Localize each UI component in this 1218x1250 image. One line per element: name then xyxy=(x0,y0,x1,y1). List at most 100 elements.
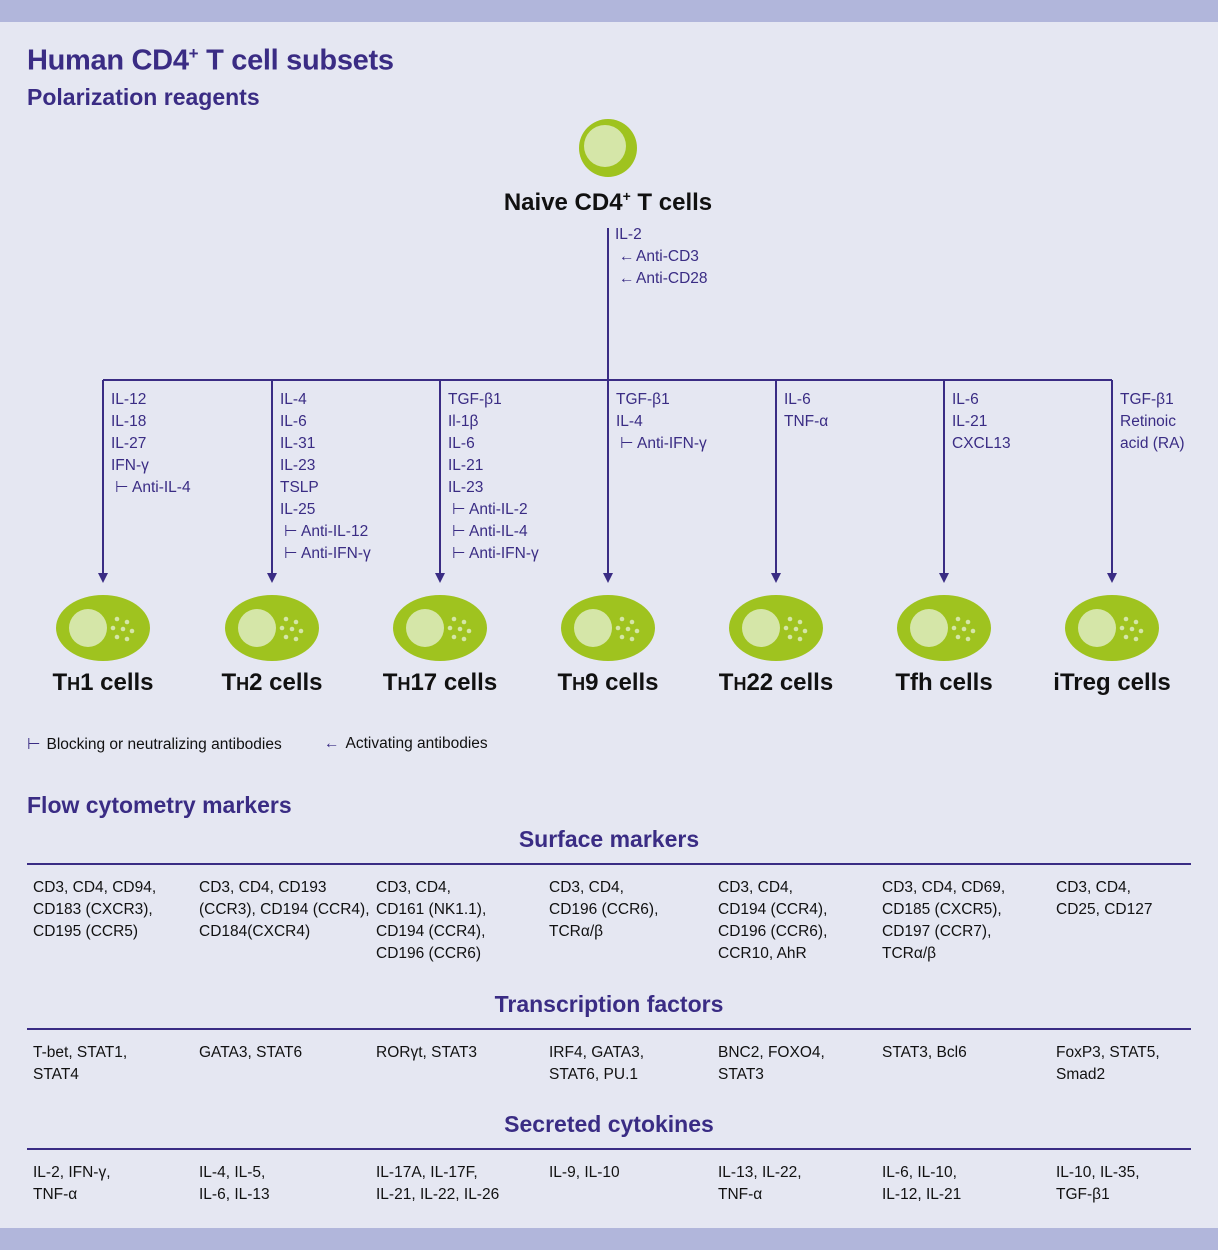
reagent-item: IL-6 xyxy=(952,389,1011,411)
reagent-item: ⊢ Anti-IFN-γ xyxy=(448,543,539,565)
marker-line: IL-9, IL-10 xyxy=(549,1164,620,1181)
surface-marker-cell: CD3, CD4, CD94, CD183 (CXCR3), CD195 (CCR5… xyxy=(33,877,156,943)
reagent-text: IL-6 xyxy=(784,391,811,408)
subset-cell-icon xyxy=(393,595,487,661)
subset-label: TH9 cells xyxy=(557,669,659,696)
reagent-item: ←Anti-CD28 xyxy=(615,268,708,290)
reagent-text: TSLP xyxy=(280,479,319,496)
marker-line: CD194 (CCR4), xyxy=(718,901,828,918)
cytokine-cell: IL-2, IFN-γ, TNF-α xyxy=(33,1162,111,1206)
reagent-item: IL-4 xyxy=(280,389,371,411)
subset-label: Tfh cells xyxy=(895,669,993,696)
subset-label: TH2 cells xyxy=(221,669,323,696)
surface-marker-cell: CD3, CD4, CD193 (CCR3), CD194 (CCR4), CD18… xyxy=(199,877,370,943)
marker-line: IRF4, GATA3, xyxy=(549,1044,645,1061)
reagent-text: CXCL13 xyxy=(952,435,1011,452)
reagent-text: IL-6 xyxy=(448,435,475,452)
subset-reagent-list: IL-6 IL-21 CXCL13 xyxy=(952,389,1011,455)
reagent-item: ⊢ Anti-IL-12 xyxy=(280,521,371,543)
marker-line: CD197 (CCR7), xyxy=(882,923,992,940)
reagent-text: Anti-CD28 xyxy=(636,270,708,287)
blocking-icon: ⊢ xyxy=(452,523,466,540)
marker-line: TGF-β1 xyxy=(1056,1186,1110,1203)
reagent-item: ←Anti-CD3 xyxy=(615,246,708,268)
subset-label: TH1 cells xyxy=(52,669,154,696)
subset-cell-icon xyxy=(225,595,319,661)
reagent-text: IL-2 xyxy=(615,226,642,243)
blocking-icon: ⊢ xyxy=(284,545,298,562)
flow-cytometry-title: Flow cytometry markers xyxy=(27,792,292,818)
marker-line: CD161 (NK1.1), xyxy=(376,901,487,918)
surface-marker-cell: CD3, CD4, CD196 (CCR6), TCRα/β xyxy=(549,877,658,943)
cytokine-cell: IL-4, IL-5, IL-6, IL-13 xyxy=(199,1162,270,1206)
marker-line: (CCR3), CD194 (CCR4), xyxy=(199,901,370,918)
polarization-diagram xyxy=(56,119,1159,661)
surface-marker-cell: CD3, CD4, CD69, CD185 (CXCR5), CD197 (CCR7… xyxy=(882,877,1005,965)
legend-blocking: ⊢ Blocking or neutralizing antibodies xyxy=(27,736,282,753)
reagent-item: TGF-β1 xyxy=(448,389,539,411)
marker-line: BNC2, FOXO4, xyxy=(718,1044,825,1061)
reagent-item: ⊢ Anti-IFN-γ xyxy=(280,543,371,565)
reagent-text: Anti-IFN-γ xyxy=(469,545,539,562)
marker-line: CCR10, AhR xyxy=(718,945,807,962)
marker-line: IL-17A, IL-17F, xyxy=(376,1164,478,1181)
subset-reagent-list: TGF-β1 IL-4 ⊢ Anti-IFN-γ xyxy=(616,389,707,455)
reagent-item: TSLP xyxy=(280,477,371,499)
reagent-item: acid (RA) xyxy=(1120,433,1185,455)
marker-line: TCRα/β xyxy=(882,945,937,962)
marker-line: CD3, CD4, xyxy=(718,879,793,896)
reagent-item: IL-21 xyxy=(952,411,1011,433)
reagent-text: IL-4 xyxy=(280,391,307,408)
activating-icon: ← xyxy=(619,270,635,287)
reagent-text: IL-25 xyxy=(280,501,316,518)
reagent-item: IL-12 xyxy=(111,389,191,411)
reagent-text: Il-1β xyxy=(448,413,479,430)
cytokines-rule xyxy=(27,1148,1191,1150)
reagent-item: Retinoic xyxy=(1120,411,1185,433)
reagent-text: Anti-IL-4 xyxy=(132,479,191,496)
marker-line: CD3, CD4, CD193 xyxy=(199,879,327,896)
marker-line: STAT3, Bcl6 xyxy=(882,1044,967,1061)
reagent-text: IL-21 xyxy=(448,457,484,474)
marker-line: IL-6, IL-10, xyxy=(882,1164,957,1181)
marker-line: CD194 (CCR4), xyxy=(376,923,486,940)
bottom-band xyxy=(0,1228,1218,1250)
marker-line: IL-21, IL-22, IL-26 xyxy=(376,1186,500,1203)
reagent-item: ⊢ Anti-IL-4 xyxy=(111,477,191,499)
reagent-item: IL-6 xyxy=(448,433,539,455)
transcription-factor-cell: FoxP3, STAT5, Smad2 xyxy=(1056,1042,1160,1086)
reagent-item: IFN-γ xyxy=(111,455,191,477)
reagent-item: IL-4 xyxy=(616,411,707,433)
reagent-text: IL-31 xyxy=(280,435,316,452)
subset-reagent-list: IL-6 TNF-α xyxy=(784,389,828,433)
blocking-icon: ⊢ xyxy=(452,501,466,518)
transcription-factor-cell: BNC2, FOXO4, STAT3 xyxy=(718,1042,825,1086)
reagent-item: IL-23 xyxy=(448,477,539,499)
marker-line: CD196 (CCR6), xyxy=(549,901,659,918)
marker-line: T-bet, STAT1, xyxy=(33,1044,128,1061)
blocking-icon: ⊢ xyxy=(115,479,129,496)
transcription-factors-title: Transcription factors xyxy=(494,991,724,1017)
blocking-icon: ⊢ xyxy=(452,545,466,562)
surface-marker-cell: CD3, CD4, CD25, CD127 xyxy=(1056,877,1153,921)
subset-cell-icon xyxy=(561,595,655,661)
reagent-item: IL-2 xyxy=(615,224,708,246)
subset-reagent-list: IL-12 IL-18 IL-27 IFN-γ ⊢ Anti-IL-4 xyxy=(111,389,191,499)
subset-cell-icon xyxy=(56,595,150,661)
subset-reagent-list: TGF-β1 Il-1β IL-6 IL-21 IL-23 ⊢ Anti-IL-2 ⊢ Anti… xyxy=(448,389,539,565)
subset-cells xyxy=(56,595,1159,661)
legend-activating: ← Activating antibodies xyxy=(324,735,488,752)
reagent-item: IL-6 xyxy=(784,389,828,411)
marker-line: TNF-α xyxy=(33,1186,78,1203)
surface-rule xyxy=(27,863,1191,865)
reagent-text: Anti-CD3 xyxy=(636,248,699,265)
reagent-text: IL-6 xyxy=(280,413,307,430)
reagent-item: TGF-β1 xyxy=(616,389,707,411)
marker-line: IL-10, IL-35, xyxy=(1056,1164,1140,1181)
marker-line: STAT3 xyxy=(718,1066,764,1083)
reagent-text: IL-23 xyxy=(448,479,484,496)
reagent-item: IL-25 xyxy=(280,499,371,521)
cytokine-cell: IL-6, IL-10, IL-12, IL-21 xyxy=(882,1162,961,1206)
subset-reagent-list: TGF-β1 Retinoic acid (RA) xyxy=(1120,389,1185,455)
surface-markers-title: Surface markers xyxy=(518,826,700,852)
